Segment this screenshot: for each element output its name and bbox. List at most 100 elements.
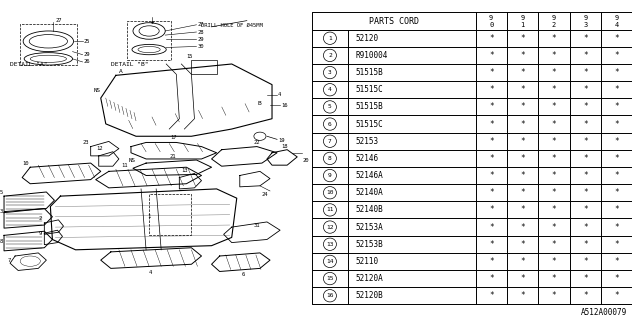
Bar xyxy=(570,150,601,167)
Bar xyxy=(538,133,570,150)
Text: *: * xyxy=(614,240,619,249)
Text: *: * xyxy=(614,51,619,60)
Bar xyxy=(570,219,601,236)
Bar xyxy=(538,236,570,253)
Text: *: * xyxy=(489,137,493,146)
Text: *: * xyxy=(552,274,556,283)
Bar xyxy=(348,201,476,219)
Text: 31: 31 xyxy=(254,222,260,228)
Bar xyxy=(601,64,632,81)
Text: *: * xyxy=(583,51,588,60)
Bar xyxy=(312,167,348,184)
Text: 24: 24 xyxy=(262,192,268,196)
Bar xyxy=(348,270,476,287)
Text: 51515B: 51515B xyxy=(356,68,383,77)
Bar xyxy=(538,64,570,81)
Bar xyxy=(507,253,538,270)
Bar xyxy=(476,287,507,304)
Bar xyxy=(570,236,601,253)
Text: *: * xyxy=(489,34,493,43)
Bar xyxy=(538,150,570,167)
Bar xyxy=(312,98,348,116)
Text: 51515C: 51515C xyxy=(356,85,383,94)
Bar xyxy=(601,47,632,64)
Text: *: * xyxy=(583,205,588,214)
Bar xyxy=(348,30,476,47)
Bar xyxy=(476,167,507,184)
Text: 17: 17 xyxy=(170,135,177,140)
Text: 52120: 52120 xyxy=(356,34,379,43)
Bar xyxy=(538,81,570,98)
Bar xyxy=(601,253,632,270)
Bar xyxy=(538,167,570,184)
Text: *: * xyxy=(583,274,588,283)
Text: *: * xyxy=(614,154,619,163)
Bar xyxy=(570,81,601,98)
Bar xyxy=(601,98,632,116)
Text: 6: 6 xyxy=(242,272,245,277)
Text: 16: 16 xyxy=(281,103,287,108)
Text: 4: 4 xyxy=(278,92,282,98)
Bar xyxy=(507,219,538,236)
Text: *: * xyxy=(552,51,556,60)
Bar xyxy=(312,150,348,167)
Bar xyxy=(507,12,538,30)
Bar xyxy=(601,270,632,287)
Bar xyxy=(312,253,348,270)
Text: 52110: 52110 xyxy=(356,257,379,266)
Text: *: * xyxy=(552,154,556,163)
Text: *: * xyxy=(614,102,619,111)
Text: *: * xyxy=(583,154,588,163)
Text: 15: 15 xyxy=(186,54,193,59)
Text: *: * xyxy=(489,102,493,111)
Bar xyxy=(570,30,601,47)
Bar xyxy=(507,150,538,167)
Text: 18: 18 xyxy=(281,144,287,149)
Bar xyxy=(601,12,632,30)
Text: *: * xyxy=(520,120,525,129)
Bar xyxy=(476,150,507,167)
Text: *: * xyxy=(583,68,588,77)
Text: *: * xyxy=(489,120,493,129)
Text: 13: 13 xyxy=(181,168,188,173)
Bar xyxy=(348,236,476,253)
Bar xyxy=(601,184,632,201)
Text: R910004: R910004 xyxy=(356,51,388,60)
Bar xyxy=(476,64,507,81)
Text: *: * xyxy=(520,68,525,77)
Bar xyxy=(538,201,570,219)
Bar xyxy=(570,12,601,30)
Text: *: * xyxy=(614,291,619,300)
Text: 9
2: 9 2 xyxy=(552,15,556,28)
Text: *: * xyxy=(614,274,619,283)
Text: *: * xyxy=(552,223,556,232)
Text: *: * xyxy=(583,102,588,111)
Text: 13: 13 xyxy=(326,242,333,247)
Text: *: * xyxy=(614,120,619,129)
Text: 15: 15 xyxy=(326,276,333,281)
Text: 5: 5 xyxy=(0,189,3,195)
Bar xyxy=(538,287,570,304)
Text: 4: 4 xyxy=(149,270,152,275)
Bar xyxy=(570,98,601,116)
Bar xyxy=(538,270,570,287)
Text: 1: 1 xyxy=(147,214,151,219)
Bar xyxy=(476,219,507,236)
Text: *: * xyxy=(520,51,525,60)
Bar xyxy=(538,47,570,64)
Text: 9
3: 9 3 xyxy=(583,15,588,28)
Text: A: A xyxy=(119,69,123,74)
Text: *: * xyxy=(489,68,493,77)
Bar xyxy=(348,116,476,133)
Bar xyxy=(570,116,601,133)
Text: *: * xyxy=(489,85,493,94)
Text: 12: 12 xyxy=(326,225,333,229)
Text: *: * xyxy=(489,154,493,163)
Text: 20: 20 xyxy=(302,157,308,163)
Text: *: * xyxy=(552,205,556,214)
Bar xyxy=(312,12,476,30)
Text: NS: NS xyxy=(129,157,136,163)
Bar xyxy=(348,81,476,98)
Bar xyxy=(348,167,476,184)
Text: *: * xyxy=(520,188,525,197)
